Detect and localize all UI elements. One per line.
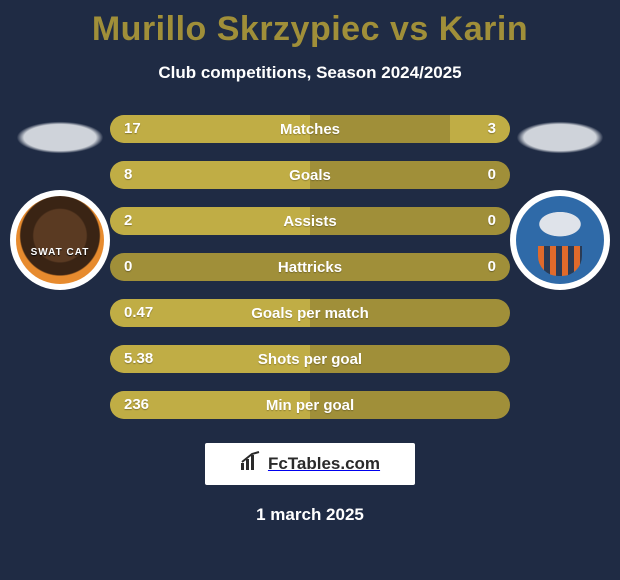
- stat-label: Assists: [283, 213, 336, 230]
- stat-row: 236 Min per goal: [110, 391, 510, 419]
- stat-label: Hattricks: [278, 259, 342, 276]
- stat-fill-left: [110, 161, 310, 189]
- date-text: 1 march 2025: [0, 505, 620, 525]
- page-title: Murillo Skrzypiec vs Karin: [0, 10, 620, 49]
- stat-value-left: 17: [124, 115, 141, 143]
- stat-value-left: 0: [124, 253, 132, 281]
- stat-value-left: 0.47: [124, 299, 153, 327]
- fctables-logo-icon: [240, 451, 262, 477]
- swat-cat-badge: SWAT CAT: [10, 190, 110, 290]
- stat-value-right: 3: [488, 115, 496, 143]
- fctables-link[interactable]: FcTables.com: [205, 443, 415, 485]
- stat-label: Goals: [289, 167, 331, 184]
- infographic-root: Murillo Skrzypiec vs Karin Club competit…: [0, 0, 620, 580]
- stat-value-left: 8: [124, 161, 132, 189]
- player-right-column: [500, 115, 620, 290]
- stat-label: Matches: [280, 121, 340, 138]
- stat-value-left: 5.38: [124, 345, 153, 373]
- stat-fill-left: [110, 207, 310, 235]
- stat-value-right: 0: [488, 253, 496, 281]
- fctables-text: FcTables.com: [268, 454, 380, 474]
- stat-row: 2 Assists 0: [110, 207, 510, 235]
- stat-value-left: 236: [124, 391, 149, 419]
- stats-list: 17 Matches 3 8 Goals 0 2 Assists 0 0 Hat…: [110, 115, 510, 419]
- stat-label: Goals per match: [251, 305, 369, 322]
- stat-row: 0.47 Goals per match: [110, 299, 510, 327]
- player-right-avatar: [500, 115, 620, 160]
- stat-value-right: 0: [488, 161, 496, 189]
- stat-label: Min per goal: [266, 397, 354, 414]
- player-left-column: SWAT CAT: [0, 115, 120, 290]
- stat-label: Shots per goal: [258, 351, 362, 368]
- stat-row: 5.38 Shots per goal: [110, 345, 510, 373]
- club-badge-label: SWAT CAT: [10, 247, 110, 258]
- stat-row: 17 Matches 3: [110, 115, 510, 143]
- page-subtitle: Club competitions, Season 2024/2025: [0, 63, 620, 83]
- stat-row: 0 Hattricks 0: [110, 253, 510, 281]
- stat-value-left: 2: [124, 207, 132, 235]
- player-left-avatar: [0, 115, 120, 160]
- stat-value-right: 0: [488, 207, 496, 235]
- stat-fill-right: [450, 115, 510, 143]
- stat-row: 8 Goals 0: [110, 161, 510, 189]
- port-badge: [510, 190, 610, 290]
